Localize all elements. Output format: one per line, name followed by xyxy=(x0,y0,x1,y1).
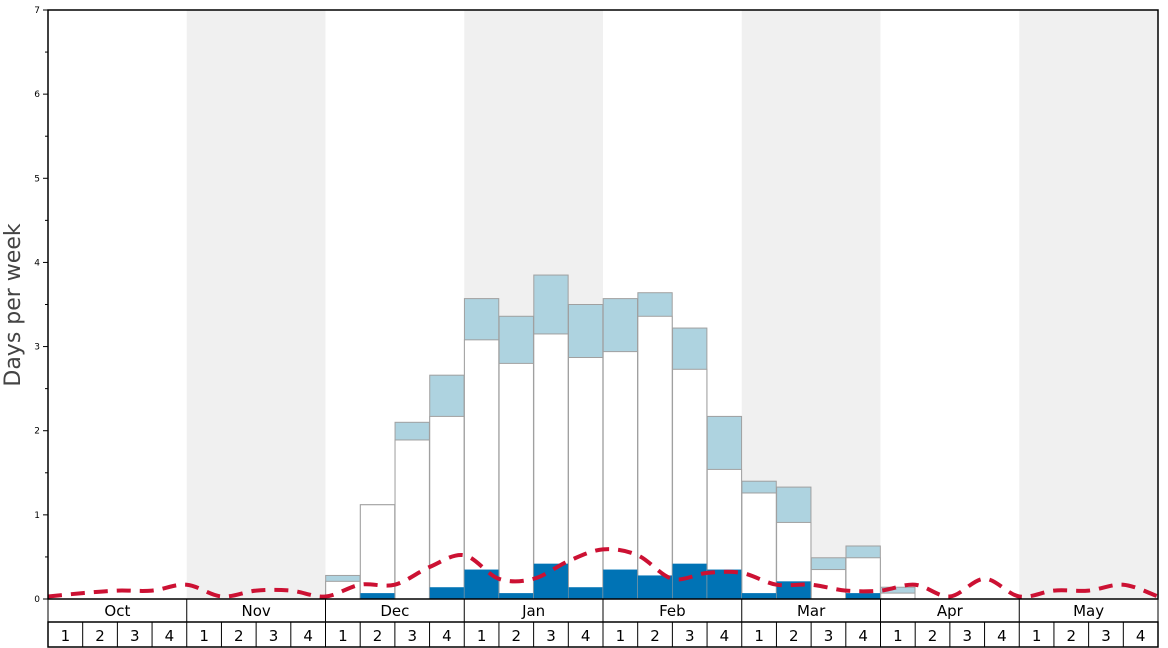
plot-frame xyxy=(47,9,1159,600)
bar-dark-segment xyxy=(360,593,395,599)
month-label-feb: Feb xyxy=(659,602,686,620)
bar-middle-segment xyxy=(463,339,500,600)
week-label: 1 xyxy=(61,627,71,645)
week-label: 4 xyxy=(303,627,313,645)
week-label: 3 xyxy=(824,627,834,645)
bar-dark-segment xyxy=(533,563,569,599)
month-label-mar: Mar xyxy=(797,602,826,620)
week-label: 2 xyxy=(373,627,383,645)
month-label-dec: Dec xyxy=(380,602,409,620)
month-label-may: May xyxy=(1073,602,1104,620)
trend-dashed-line xyxy=(47,547,1159,599)
y-axis: 0 1 2 3 4 5 6 7 xyxy=(34,6,48,605)
week-label: 1 xyxy=(754,627,764,645)
week-label: 4 xyxy=(858,627,868,645)
month-label-nov: Nov xyxy=(241,602,270,620)
week-label: 2 xyxy=(1067,627,1077,645)
week-label: 4 xyxy=(581,627,591,645)
month-band-nov xyxy=(186,10,326,599)
y-tick-label: 3 xyxy=(34,343,40,353)
week-label: 1 xyxy=(893,627,903,645)
y-axis-label: Days per week xyxy=(1,223,26,386)
week-label: 2 xyxy=(234,627,244,645)
bar-dark-segment xyxy=(499,593,534,599)
bar-dark-segment xyxy=(672,563,707,599)
bar-dark-segment xyxy=(637,575,673,599)
y-tick-label: 2 xyxy=(34,427,40,437)
week-label: 2 xyxy=(95,627,105,645)
bar-dark-segment xyxy=(568,587,603,599)
week-label: 3 xyxy=(269,627,279,645)
bar-dark-segment xyxy=(429,587,465,599)
week-label: 1 xyxy=(477,627,487,645)
week-label: 4 xyxy=(442,627,452,645)
bar-middle-segment xyxy=(880,592,916,600)
bar-dark-segment xyxy=(707,569,742,599)
bar-dark-segment xyxy=(741,593,777,599)
week-label: 4 xyxy=(720,627,730,645)
bar-middle-segment xyxy=(637,315,673,600)
y-tick-label: 0 xyxy=(34,595,40,605)
week-label: 2 xyxy=(650,627,660,645)
week-label: 3 xyxy=(546,627,556,645)
y-tick-label: 4 xyxy=(34,258,40,268)
week-label: 4 xyxy=(1136,627,1146,645)
y-tick-label: 5 xyxy=(34,174,40,184)
week-label: 4 xyxy=(997,627,1007,645)
week-label: 3 xyxy=(407,627,417,645)
dashed-line-layer xyxy=(47,547,1159,599)
month-label-jan: Jan xyxy=(521,602,545,620)
bar-middle-segment xyxy=(672,368,708,600)
bars-layer xyxy=(325,274,916,600)
week-label: 2 xyxy=(512,627,522,645)
bar-middle-segment xyxy=(429,415,465,600)
week-label: 3 xyxy=(962,627,972,645)
week-label: 3 xyxy=(1101,627,1111,645)
y-tick-label: 7 xyxy=(34,6,40,16)
bar-dark-segment xyxy=(603,569,638,599)
week-label: 1 xyxy=(338,627,348,645)
week-label: 3 xyxy=(130,627,140,645)
bar-middle-segment xyxy=(567,357,604,600)
bar-middle-segment xyxy=(498,362,534,600)
month-label-apr: Apr xyxy=(937,602,964,620)
week-label: 1 xyxy=(199,627,209,645)
week-label: 3 xyxy=(685,627,695,645)
bar-dark-segment xyxy=(845,593,881,599)
week-label: 1 xyxy=(616,627,626,645)
y-tick-label: 1 xyxy=(34,511,40,521)
month-band-may xyxy=(1019,10,1158,599)
week-label: 2 xyxy=(928,627,938,645)
y-tick-label: 6 xyxy=(34,90,40,100)
week-label: 4 xyxy=(165,627,175,645)
week-label: 1 xyxy=(1032,627,1042,645)
x-axis: Oct 1 2 3 4 Nov 1 2 3 4 Dec 1 2 3 4 Jan 1 2 3 4 Feb 1 2 3 4 Mar 1 2… xyxy=(47,598,1159,648)
week-label: 2 xyxy=(789,627,799,645)
bar-middle-segment xyxy=(533,333,569,600)
month-label-oct: Oct xyxy=(104,602,130,620)
bar-middle-segment xyxy=(602,351,639,600)
